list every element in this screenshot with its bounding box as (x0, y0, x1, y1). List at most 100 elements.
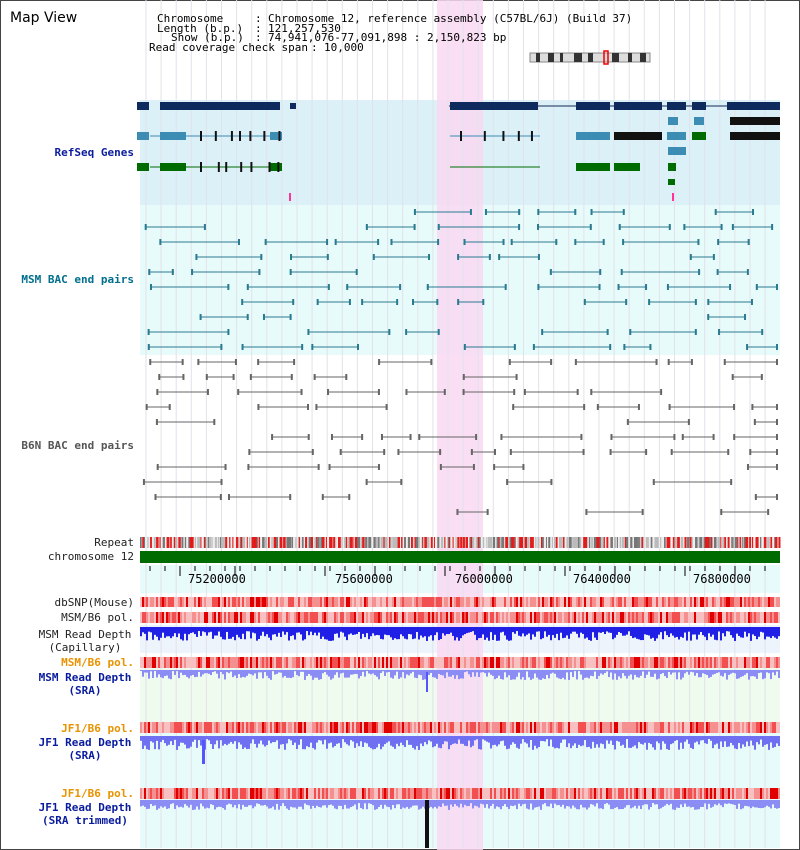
read-depth-bar (342, 800, 344, 810)
polymorphism-cell (428, 612, 430, 623)
read-depth-bar (198, 736, 200, 741)
read-depth-bar (716, 800, 718, 806)
polymorphism-cell (516, 722, 518, 733)
read-depth-bar (498, 670, 500, 676)
read-depth-bar (678, 627, 680, 640)
track-label-msm-depth-cap-1[interactable]: MSM Read Depth (38, 628, 132, 641)
chromosome-label: Chromosome (157, 12, 224, 25)
polymorphism-cell (226, 788, 228, 799)
read-depth-bar (184, 670, 186, 675)
polymorphism-cell (280, 788, 282, 799)
track-label-jf1-depth-trim-1[interactable]: JF1 Read Depth (38, 801, 132, 814)
read-depth-bar (510, 736, 512, 745)
polymorphism-cell (660, 788, 662, 799)
b6n-bac-pair-end (321, 494, 324, 500)
read-depth-bar (464, 627, 466, 635)
polymorphism-cell (742, 597, 744, 607)
read-depth-bar (394, 670, 396, 676)
polymorphism-cell (422, 722, 424, 733)
read-depth-bar (200, 627, 202, 636)
read-depth-bar (152, 627, 154, 640)
track-label-b6n-bac[interactable]: B6N BAC end pairs (21, 439, 134, 452)
track-label-jf1-pol-2[interactable]: JF1/B6 pol. (61, 787, 134, 800)
polymorphism-cell (616, 722, 618, 733)
track-label-jf1-pol-1[interactable]: JF1/B6 pol. (61, 722, 134, 735)
b6n-bac-pair-end (626, 419, 629, 425)
polymorphism-cell (700, 657, 702, 668)
polymorphism-cell (310, 722, 312, 733)
read-depth-bar (300, 670, 302, 672)
polymorphism-cell (204, 788, 206, 799)
read-depth-bar (394, 627, 396, 639)
polymorphism-cell (710, 788, 712, 799)
read-depth-bar (582, 627, 584, 634)
polymorphism-cell (272, 597, 274, 607)
read-depth-bar (354, 800, 356, 805)
polymorphism-cell (486, 597, 488, 607)
repeat-element (656, 537, 659, 548)
polymorphism-cell (742, 788, 744, 799)
repeat-element (706, 537, 710, 548)
read-depth-bar (698, 670, 700, 678)
repeat-element (424, 537, 428, 548)
read-depth-bar (488, 736, 490, 743)
read-depth-bar (754, 736, 756, 750)
read-depth-bar (682, 670, 684, 678)
polymorphism-cell (156, 612, 158, 623)
track-label-refseq[interactable]: RefSeq Genes (54, 146, 134, 159)
read-depth-bar (198, 800, 200, 810)
read-depth-bar (578, 800, 580, 810)
b6n-bac-pair-end (397, 449, 400, 455)
read-depth-bar (540, 800, 542, 810)
polymorphism-cell (246, 657, 248, 668)
track-label-msm-pol-1[interactable]: MSM/B6 pol. (61, 611, 134, 624)
read-depth-bar (558, 670, 560, 679)
gene-feature (483, 131, 486, 141)
read-depth-bar (768, 627, 770, 637)
polymorphism-cell (458, 612, 460, 623)
polymorphism-cell (710, 657, 712, 668)
msm-bac-pair-end (437, 329, 440, 335)
read-depth-bar (466, 627, 468, 634)
read-depth-bar (764, 670, 766, 679)
track-label-msm-depth-sra-1[interactable]: MSM Read Depth (38, 671, 132, 684)
read-depth-bar (142, 670, 144, 677)
polymorphism-cell (702, 788, 704, 799)
read-depth-bar (444, 670, 446, 679)
polymorphism-cell (510, 612, 512, 623)
polymorphism-cell (344, 657, 346, 668)
polymorphism-cell (598, 788, 600, 799)
read-depth-bar (188, 670, 190, 679)
read-depth-bar (736, 736, 738, 750)
polymorphism-cell (204, 597, 206, 607)
polymorphism-cell (564, 612, 566, 623)
read-depth-bar (272, 627, 274, 635)
read-depth-bar (336, 736, 338, 744)
polymorphism-cell (520, 722, 522, 733)
repeat-element (264, 537, 268, 548)
repeat-element (513, 537, 515, 548)
polymorphism-cell (188, 788, 190, 799)
polymorphism-cell (140, 597, 142, 607)
track-label-msm-bac[interactable]: MSM BAC end pairs (21, 273, 134, 286)
read-depth-bar (202, 670, 204, 675)
track-label-jf1-depth-sra-1[interactable]: JF1 Read Depth (38, 736, 132, 749)
polymorphism-cell (744, 597, 746, 607)
read-depth-bar (180, 736, 182, 743)
read-depth-bar (412, 670, 414, 672)
polymorphism-cell (756, 657, 758, 668)
polymorphism-cell (178, 788, 180, 799)
polymorphism-cell (262, 597, 264, 607)
repeat-element (715, 537, 717, 548)
repeat-element (357, 537, 360, 548)
read-depth-bar (772, 670, 774, 673)
polymorphism-cell (512, 788, 514, 799)
polymorphism-cell (546, 597, 548, 607)
polymorphism-cell (446, 597, 448, 607)
track-label-msm-pol-2[interactable]: MSM/B6 pol. (61, 656, 134, 669)
polymorphism-cell (734, 657, 736, 668)
track-label-dbsnp[interactable]: dbSNP(Mouse) (54, 596, 134, 609)
track-label-repeat[interactable]: Repeat (94, 536, 134, 549)
polymorphism-cell (690, 657, 692, 668)
read-depth-bar (580, 800, 582, 805)
